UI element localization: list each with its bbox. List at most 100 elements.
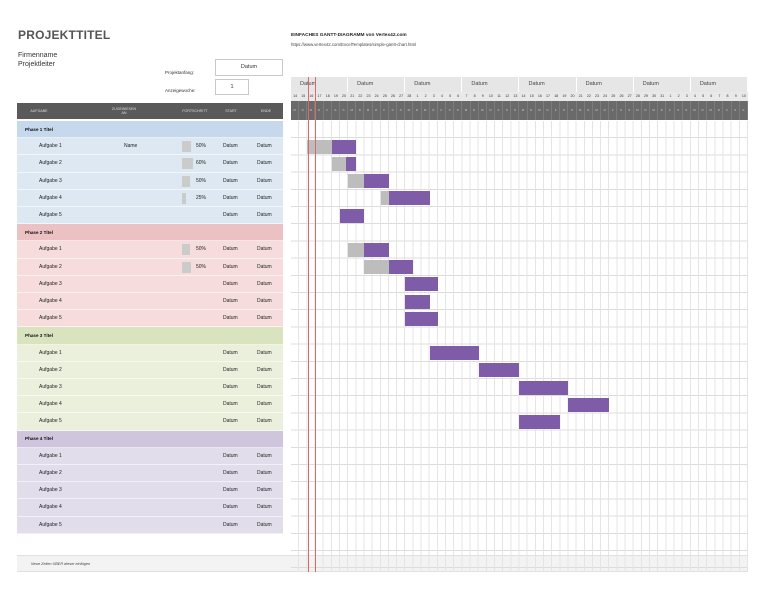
task-name[interactable]: Aufgabe 5 xyxy=(39,212,62,219)
task-start-date[interactable]: Datum xyxy=(223,487,238,494)
company-name[interactable]: Firmenname xyxy=(18,52,58,59)
task-name[interactable]: Aufgabe 1 xyxy=(39,246,62,253)
task-progress[interactable] xyxy=(182,379,206,395)
task-end-date[interactable]: Datum xyxy=(257,160,272,167)
task-end-date[interactable]: Datum xyxy=(257,177,272,184)
task-row[interactable]: Aufgabe 5 Datum Datum xyxy=(17,207,283,225)
task-end-date[interactable]: Datum xyxy=(257,315,272,322)
task-row[interactable]: Aufgabe 4 Datum Datum xyxy=(17,293,283,311)
task-end-date[interactable]: Datum xyxy=(257,470,272,477)
task-row[interactable]: Aufgabe 2 Datum Datum xyxy=(17,361,283,379)
task-start-date[interactable]: Datum xyxy=(223,349,238,356)
gantt-bar[interactable] xyxy=(348,243,389,257)
task-end-date[interactable]: Datum xyxy=(257,366,272,373)
task-name[interactable]: Aufgabe 4 xyxy=(39,298,62,305)
task-row[interactable]: Aufgabe 4 Datum Datum xyxy=(17,396,283,414)
task-start-date[interactable]: Datum xyxy=(223,298,238,305)
task-name[interactable]: Aufgabe 2 xyxy=(39,470,62,477)
task-row[interactable]: Aufgabe 1 Datum Datum xyxy=(17,344,283,362)
project-manager[interactable]: Projektleiter xyxy=(18,61,55,68)
task-progress[interactable] xyxy=(182,396,206,412)
task-name[interactable]: Aufgabe 3 xyxy=(39,280,62,287)
task-start-date[interactable]: Datum xyxy=(223,143,238,150)
task-name[interactable]: Aufgabe 4 xyxy=(39,194,62,201)
task-row[interactable]: Aufgabe 3 Datum Datum xyxy=(17,379,283,397)
task-progress[interactable]: 50% xyxy=(195,177,206,184)
task-start-date[interactable]: Datum xyxy=(223,452,238,459)
task-end-date[interactable]: Datum xyxy=(257,143,272,150)
gantt-bar[interactable] xyxy=(405,277,438,292)
gantt-bar[interactable] xyxy=(339,208,365,223)
task-row[interactable]: Aufgabe 2 Datum Datum xyxy=(17,465,283,483)
task-row[interactable]: Aufgabe 4 Datum Datum xyxy=(17,499,283,517)
task-end-date[interactable]: Datum xyxy=(257,487,272,494)
task-progress[interactable]: 50% xyxy=(195,246,206,253)
gantt-bar[interactable] xyxy=(348,174,389,189)
gantt-bar[interactable] xyxy=(519,415,561,429)
task-end-date[interactable]: Datum xyxy=(257,280,272,287)
task-row[interactable]: Aufgabe 1 Name 50% Datum Datum xyxy=(17,138,283,156)
task-progress[interactable]: 50% xyxy=(195,143,206,150)
task-progress[interactable] xyxy=(182,345,206,361)
task-progress[interactable]: 60% xyxy=(195,160,206,167)
task-row[interactable]: Aufgabe 1 Datum Datum xyxy=(17,447,283,465)
task-progress[interactable] xyxy=(182,276,206,292)
task-end-date[interactable]: Datum xyxy=(257,349,272,356)
task-end-date[interactable]: Datum xyxy=(257,504,272,511)
phase-title[interactable]: Phase 3 Titel xyxy=(25,332,54,338)
task-row[interactable]: Aufgabe 1 50% Datum Datum xyxy=(17,241,283,259)
task-end-date[interactable]: Datum xyxy=(257,194,272,201)
gantt-bar[interactable] xyxy=(307,139,357,154)
task-progress[interactable]: 25% xyxy=(195,194,206,201)
task-start-date[interactable]: Datum xyxy=(223,504,238,511)
task-progress[interactable] xyxy=(182,465,206,481)
gantt-bar[interactable] xyxy=(364,260,414,275)
task-start-date[interactable]: Datum xyxy=(223,366,238,373)
task-start-date[interactable]: Datum xyxy=(223,384,238,391)
gantt-bar[interactable] xyxy=(405,311,438,326)
task-row[interactable]: Aufgabe 2 50% Datum Datum xyxy=(17,258,283,276)
task-name[interactable]: Aufgabe 5 xyxy=(39,521,62,528)
task-name[interactable]: Aufgabe 4 xyxy=(39,401,62,408)
task-name[interactable]: Aufgabe 1 xyxy=(39,349,62,356)
task-end-date[interactable]: Datum xyxy=(257,384,272,391)
task-name[interactable]: Aufgabe 1 xyxy=(39,143,62,150)
task-start-date[interactable]: Datum xyxy=(223,521,238,528)
task-progress[interactable] xyxy=(182,499,206,515)
task-name[interactable]: Aufgabe 1 xyxy=(39,452,62,459)
task-start-date[interactable]: Datum xyxy=(223,177,238,184)
task-name[interactable]: Aufgabe 2 xyxy=(39,263,62,270)
task-start-date[interactable]: Datum xyxy=(223,246,238,253)
task-end-date[interactable]: Datum xyxy=(257,263,272,270)
gantt-bar[interactable] xyxy=(568,397,610,412)
display-week-input[interactable]: 1 xyxy=(215,79,249,95)
task-progress[interactable] xyxy=(182,482,206,498)
phase-title[interactable]: Phase 2 Titel xyxy=(25,229,54,235)
task-row[interactable]: Aufgabe 5 Datum Datum xyxy=(17,310,283,328)
phase-title[interactable]: Phase 4 Titel xyxy=(25,436,54,442)
gantt-bar[interactable] xyxy=(331,157,357,171)
task-progress[interactable] xyxy=(182,362,206,378)
project-title[interactable]: PROJEKTTITEL xyxy=(18,28,111,42)
gantt-bar[interactable] xyxy=(519,380,569,395)
phase-header-2[interactable]: Phase 2 Titel xyxy=(17,224,283,242)
task-start-date[interactable]: Datum xyxy=(223,194,238,201)
task-row[interactable]: Aufgabe 3 Datum Datum xyxy=(17,275,283,293)
gantt-bar[interactable] xyxy=(380,191,430,206)
task-progress[interactable] xyxy=(182,448,206,464)
phase-title[interactable]: Phase 1 Titel xyxy=(25,126,54,132)
task-start-date[interactable]: Datum xyxy=(223,401,238,408)
task-end-date[interactable]: Datum xyxy=(257,452,272,459)
task-start-date[interactable]: Datum xyxy=(223,212,238,219)
task-name[interactable]: Aufgabe 2 xyxy=(39,160,62,167)
task-progress[interactable] xyxy=(182,517,206,533)
task-name[interactable]: Aufgabe 3 xyxy=(39,177,62,184)
task-row[interactable]: Aufgabe 3 Datum Datum xyxy=(17,482,283,500)
phase-header-4[interactable]: Phase 4 Titel xyxy=(17,430,283,448)
task-start-date[interactable]: Datum xyxy=(223,280,238,287)
task-end-date[interactable]: Datum xyxy=(257,246,272,253)
task-name[interactable]: Aufgabe 3 xyxy=(39,487,62,494)
task-start-date[interactable]: Datum xyxy=(223,470,238,477)
task-end-date[interactable]: Datum xyxy=(257,298,272,305)
task-name[interactable]: Aufgabe 2 xyxy=(39,366,62,373)
